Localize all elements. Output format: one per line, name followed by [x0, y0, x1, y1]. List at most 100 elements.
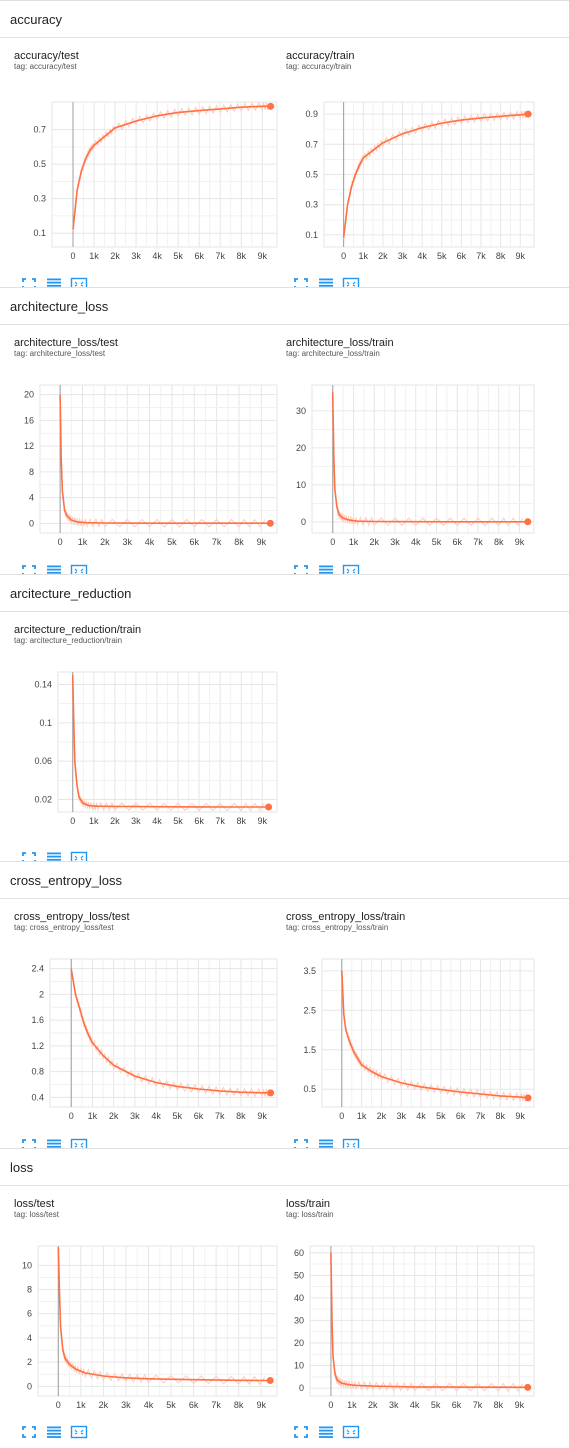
section-title: cross_entropy_loss [10, 873, 122, 888]
x-tick-label: 1k [89, 816, 99, 826]
fullscreen-icon [292, 1425, 310, 1439]
x-tick-label: 2k [100, 537, 110, 547]
card-title: loss/train [286, 1198, 331, 1210]
x-tick-label: 8k [236, 251, 246, 261]
y-tick-label: 4 [27, 1333, 32, 1343]
series-last-point [266, 519, 274, 527]
y-tick-label: 16 [24, 415, 34, 425]
section-cross-entropy-loss: cross_entropy_loss cross_entropy_loss/tes… [0, 861, 569, 1152]
card-title: architecture_loss/train [286, 337, 394, 349]
x-tick-label: 2k [110, 816, 120, 826]
x-tick-label: 2k [377, 1111, 387, 1121]
series-raw-line [59, 395, 266, 529]
series-raw-line [330, 1253, 524, 1392]
x-tick-label: 3k [122, 537, 132, 547]
series-line [71, 674, 269, 808]
x-tick-label: 5k [173, 1111, 183, 1121]
fullscreen-button[interactable] [292, 1138, 310, 1152]
fullscreen-button[interactable] [20, 277, 38, 291]
line-chart[interactable]: 0 1k 2k 3k 4k 5k 6k 7k 8k 9k 0 10 20 30 40 50 60 [272, 1224, 550, 1429]
x-tick-label: 7k [215, 1111, 225, 1121]
y-tick-label: 0.02 [34, 795, 52, 805]
card-title: accuracy/train [286, 50, 355, 62]
line-chart[interactable]: 0 1k 2k 3k 4k 5k 6k 7k 8k 9k 0 4 8 12 16 20 [0, 363, 278, 568]
series-line [59, 394, 271, 524]
card-tag: tag: architecture_loss/test [14, 349, 106, 358]
data-table-button[interactable] [317, 1425, 335, 1439]
x-tick-label: 4k [416, 1111, 426, 1121]
data-table-icon [317, 1425, 335, 1439]
fullscreen-button[interactable] [20, 851, 38, 865]
fit-domain-button[interactable] [342, 1425, 360, 1439]
line-chart[interactable]: 0 1k 2k 3k 4k 5k 6k 7k 8k 9k 0.1 0.3 0.5 0.7 0.9 [272, 76, 550, 281]
plot-frame [37, 1245, 278, 1397]
y-tick-label: 20 [294, 1338, 304, 1348]
series-line [331, 392, 528, 523]
y-tick-label: 10 [294, 1361, 304, 1371]
card-tag: tag: architecture_loss/train [286, 349, 380, 358]
section-header[interactable]: loss [0, 1148, 569, 1186]
x-tick-label: 9k [256, 1400, 266, 1410]
x-tick-label: 5k [436, 1111, 446, 1121]
section-header[interactable]: accuracy [0, 0, 569, 38]
x-tick-label: 9k [515, 537, 525, 547]
series-last-point [267, 102, 275, 110]
y-tick-label: 0.5 [303, 1084, 316, 1094]
y-tick-label: 60 [294, 1248, 304, 1258]
x-tick-label: 5k [173, 816, 183, 826]
y-tick-label: 0.3 [305, 200, 318, 210]
x-tick-label: 9k [257, 537, 267, 547]
section-header[interactable]: arcitecture_reduction [0, 574, 569, 612]
card-tag: tag: accuracy/test [14, 62, 77, 71]
series-line [341, 970, 529, 1099]
section-header[interactable]: cross_entropy_loss [0, 861, 569, 899]
line-chart[interactable]: 0 1k 2k 3k 4k 5k 6k 7k 8k 9k 0.02 0.06 0.1 0.14 [0, 650, 278, 855]
chart-card: accuracy/test tag: accuracy/test 0 1k 2k 3k 4k… [0, 50, 278, 300]
fullscreen-button[interactable] [292, 277, 310, 291]
chart-card: architecture_loss/train tag: architecture… [272, 337, 542, 587]
x-tick-label: 2k [110, 251, 120, 261]
line-chart[interactable]: 0 1k 2k 3k 4k 5k 6k 7k 8k 9k 0.5 1.5 2.5 3.5 [272, 937, 550, 1142]
y-tick-label: 30 [294, 1315, 304, 1325]
x-tick-label: 1k [349, 537, 359, 547]
data-table-button[interactable] [45, 1425, 63, 1439]
y-tick-label: 0 [301, 517, 306, 527]
chart-card: cross_entropy_loss/test tag: cross_entrop… [0, 911, 278, 1161]
fullscreen-button[interactable] [292, 1425, 310, 1439]
x-tick-label: 9k [516, 251, 526, 261]
fullscreen-icon [292, 1138, 310, 1152]
fullscreen-button[interactable] [292, 564, 310, 578]
y-tick-label: 0.5 [33, 159, 46, 169]
x-tick-label: 0 [339, 1111, 344, 1121]
fullscreen-icon [20, 851, 38, 865]
x-tick-label: 4k [152, 251, 162, 261]
y-tick-label: 0.4 [31, 1092, 44, 1102]
y-tick-label: 0.14 [34, 679, 52, 689]
plot-frame [51, 101, 278, 248]
x-tick-label: 0 [70, 816, 75, 826]
x-tick-label: 4k [144, 1400, 154, 1410]
fullscreen-button[interactable] [20, 1425, 38, 1439]
x-tick-label: 2k [368, 1400, 378, 1410]
x-tick-label: 7k [473, 537, 483, 547]
series-raw-line [72, 101, 270, 231]
plot-frame [321, 958, 535, 1108]
x-tick-label: 9k [258, 816, 268, 826]
x-tick-label: 0 [328, 1400, 333, 1410]
line-chart[interactable]: 0 1k 2k 3k 4k 5k 6k 7k 8k 9k 0 10 20 30 [272, 363, 550, 568]
x-tick-label: 4k [411, 537, 421, 547]
fullscreen-button[interactable] [20, 564, 38, 578]
fullscreen-button[interactable] [20, 1138, 38, 1152]
x-tick-label: 1k [357, 1111, 367, 1121]
card-tag: tag: arcitecture_reduction/train [14, 636, 123, 645]
fit-domain-button[interactable] [70, 1425, 88, 1439]
section-header[interactable]: architecture_loss [0, 287, 569, 325]
series-last-point [524, 1094, 532, 1102]
x-tick-label: 1k [76, 1400, 86, 1410]
chart-card: loss/test tag: loss/test 0 1k 2k 3k 4k 5k 6k 7k 8k… [0, 1198, 278, 1448]
x-tick-label: 5k [173, 251, 183, 261]
line-chart[interactable]: 0 1k 2k 3k 4k 5k 6k 7k 8k 9k 0 2 4 6 8 10 [0, 1224, 278, 1429]
series-last-point [267, 1089, 275, 1097]
line-chart[interactable]: 0 1k 2k 3k 4k 5k 6k 7k 8k 9k 0.1 0.3 0.5 0.7 [0, 76, 278, 281]
line-chart[interactable]: 0 1k 2k 3k 4k 5k 6k 7k 8k 9k 0.4 0.8 1.2 1.6 2 2.4 [0, 937, 278, 1142]
